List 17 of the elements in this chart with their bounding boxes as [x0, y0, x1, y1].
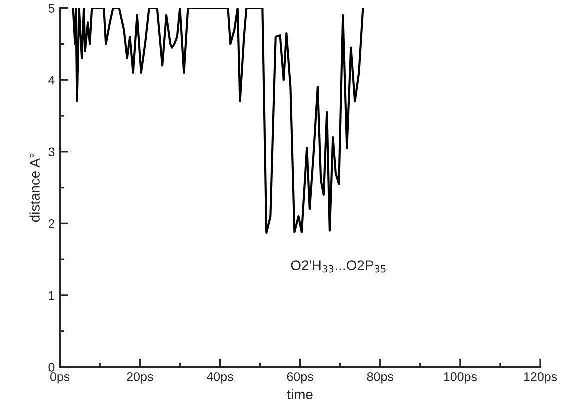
x-tick-label: 40ps: [206, 372, 234, 384]
x-axis-title: time: [287, 389, 313, 400]
x-tick-label: 80ps: [367, 372, 394, 384]
x-tick-label: 20ps: [127, 372, 154, 384]
x-tick-label: 100ps: [444, 372, 478, 384]
y-tick-label: 2: [48, 219, 55, 228]
x-tick-label: 60ps: [287, 372, 314, 384]
y-axis-title: distance A°: [30, 154, 40, 222]
x-tick-label: 120ps: [524, 372, 558, 384]
line-series: [72, 8, 364, 234]
annotation: O2'H$_{33}$...O2P$_{35}$: [291, 260, 386, 273]
y-tick-label: 0: [48, 363, 55, 372]
y-tick-label: 3: [48, 148, 55, 157]
y-tick-label: 5: [48, 4, 55, 13]
x-tick-label: 0ps: [50, 372, 70, 384]
y-tick-label: 4: [48, 76, 55, 85]
y-tick-label: 1: [49, 291, 55, 300]
